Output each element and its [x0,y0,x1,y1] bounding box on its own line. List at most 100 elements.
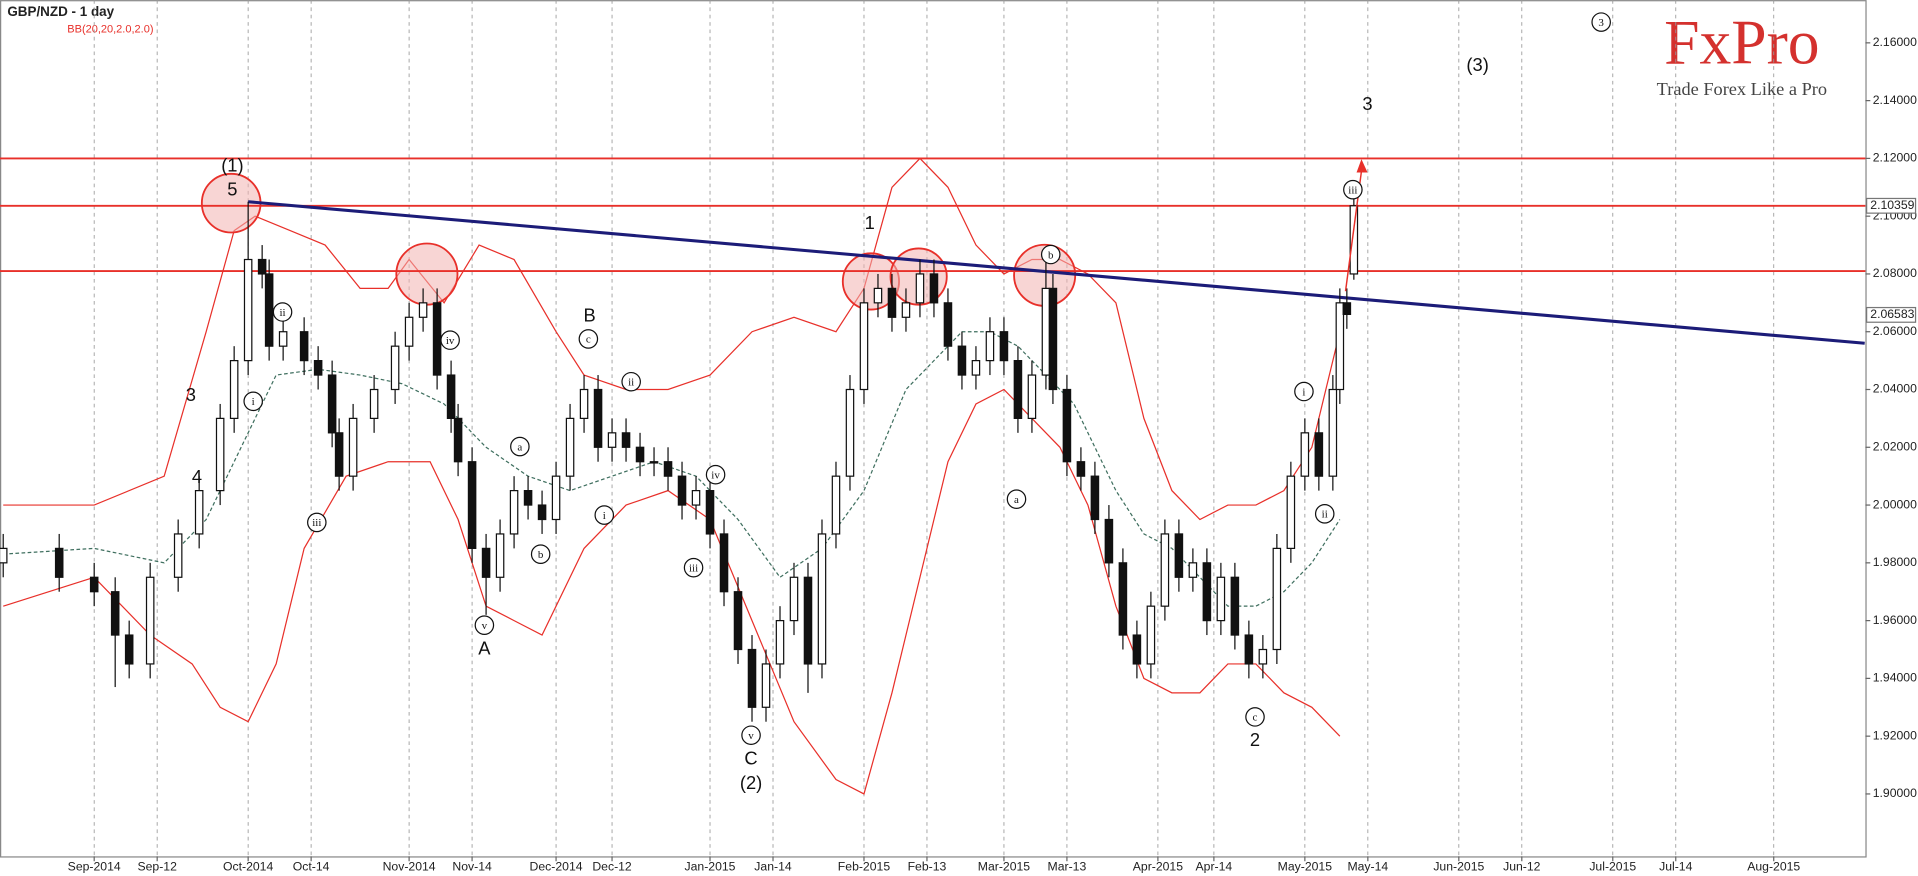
candle-body [929,273,939,304]
candle-body [1146,605,1156,665]
wave-label: 5 [227,179,237,200]
candle-body [943,302,953,347]
x-tick-label: Apr-2015 [1133,860,1183,874]
candle-body [803,576,813,665]
wave-circle [1040,244,1061,265]
wave-label: iii [689,562,698,574]
y-tick-label: 2.12000 [1873,151,1917,165]
candle-body [1132,634,1142,665]
wave-circle [440,330,460,350]
candle-body [719,533,729,593]
candle-body [845,388,855,477]
wave-circle [530,544,551,564]
candle-body [173,533,183,578]
wave-label: (2) [740,772,762,793]
candle-body [1202,562,1212,622]
candle-body [1230,576,1240,636]
candle-body [467,461,477,550]
wave-label: c [1253,712,1258,724]
candle-body [1335,302,1345,391]
candle-body [1286,475,1296,550]
candle-body [334,432,344,477]
candle-body [348,417,358,477]
candle-body [1118,562,1128,636]
wave-label: a [517,441,522,453]
candle-body [446,374,456,420]
wave-circle [705,464,726,485]
y-tick-label: 1.92000 [1873,728,1917,742]
candle-body [1048,287,1058,391]
candle-body [257,258,267,275]
candle-body [243,258,253,362]
candle-body [1342,302,1352,316]
wave-label: iv [711,469,720,481]
candle-body [537,504,547,521]
candle-body [1062,388,1072,463]
candle-body [817,533,827,665]
wave-circle [1591,12,1611,32]
candle-body [1160,533,1170,607]
candle-body [523,490,533,506]
y-tick-label: 2.02000 [1873,440,1917,454]
wave-circle [1343,179,1363,200]
wave-label: b [1048,249,1054,261]
candle-body [229,360,239,420]
candle-body [215,417,225,492]
x-tick-label: Feb-2015 [838,860,891,874]
wave-label: 4 [192,466,202,487]
wave-label: 3 [1598,17,1604,29]
candle-body [985,331,995,362]
wave-label: i [252,396,255,408]
candle-body [1349,205,1359,275]
x-tick-label: May-14 [1347,860,1388,874]
candle-body [761,663,771,708]
candle-body [831,475,841,535]
wave-label: C [744,748,757,769]
candle-body [1076,461,1086,477]
wave-circle [1294,381,1314,402]
brand-logo: FxPro [1664,7,1820,78]
x-tick-label: Oct-2014 [223,860,273,874]
candle-body [775,619,785,665]
y-tick-label: 2.04000 [1873,382,1917,396]
candle-body [635,446,645,463]
candle-body [313,360,323,376]
wave-label: A [478,637,491,658]
y-tick-label: 2.16000 [1873,35,1917,49]
x-tick-label: May-2015 [1278,860,1333,874]
x-tick-label: Nov-14 [452,860,492,874]
wave-label: i [603,510,606,522]
candle-body [194,490,204,535]
candle-body [901,302,911,318]
x-tick-label: Sep-2014 [68,860,121,874]
candle-body [327,374,337,434]
wave-label: c [586,334,591,346]
brand-tagline: Trade Forex Like a Pro [1657,79,1827,99]
x-tick-label: Nov-2014 [383,860,436,874]
candle-body [390,345,400,391]
candle-body [1041,287,1051,376]
candle-body [0,547,8,564]
wave-circle [683,557,704,578]
candle-body [404,316,414,347]
wave-circle [1314,504,1335,524]
candle-body [789,576,799,622]
candle-body [1216,576,1226,622]
wave-label: b [538,549,544,561]
y-tick-label: 1.94000 [1873,671,1917,685]
candle-body [1090,475,1100,521]
y-tick-label: 1.96000 [1873,613,1917,627]
candle-body [418,302,428,318]
wave-label: ii [280,307,286,319]
candle-body [915,273,925,304]
candle-body [432,302,442,376]
wave-circle [621,371,641,392]
candle-body [873,287,883,304]
indicator-label: BB(20,20,2.0,2.0) [67,23,153,35]
wave-label: (1) [221,154,243,175]
candle-body [593,388,603,448]
wave-label: iii [1348,184,1357,196]
candle-body [369,388,379,420]
